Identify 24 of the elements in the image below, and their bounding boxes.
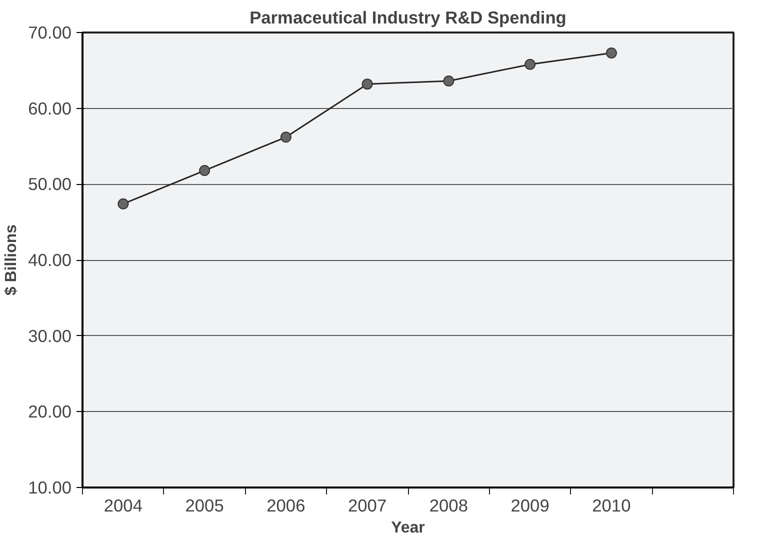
- y-tick-label: 20.00: [28, 402, 72, 422]
- point: [443, 76, 454, 87]
- point: [524, 58, 536, 70]
- y-tick-label: 70.00: [28, 22, 72, 42]
- x-tick-label: 2004: [104, 496, 143, 516]
- y-axis-title: $ Billions: [3, 224, 20, 296]
- point: [606, 47, 617, 58]
- point: [199, 165, 210, 176]
- x-tick-label: 2009: [510, 496, 550, 516]
- y-tick-label: 40.00: [28, 250, 72, 270]
- y-tick-label: 30.00: [28, 326, 72, 346]
- x-tick-label: 2005: [185, 496, 224, 516]
- point: [280, 132, 292, 143]
- y-tick-label: 10.00: [28, 478, 72, 498]
- x-tick-label: 2007: [348, 496, 387, 516]
- x-tick-label: 2010: [592, 496, 631, 516]
- x-axis-title: Year: [391, 520, 425, 536]
- y-tick-label: 60.00: [28, 98, 72, 118]
- chart-title: Parmaceutical Industry R&D Spending: [250, 8, 566, 28]
- point: [362, 78, 373, 90]
- x-tick-label: 2008: [429, 496, 468, 516]
- x-tick-label: 2006: [266, 496, 306, 516]
- y-tick-label: 50.00: [28, 174, 72, 194]
- point: [118, 198, 129, 210]
